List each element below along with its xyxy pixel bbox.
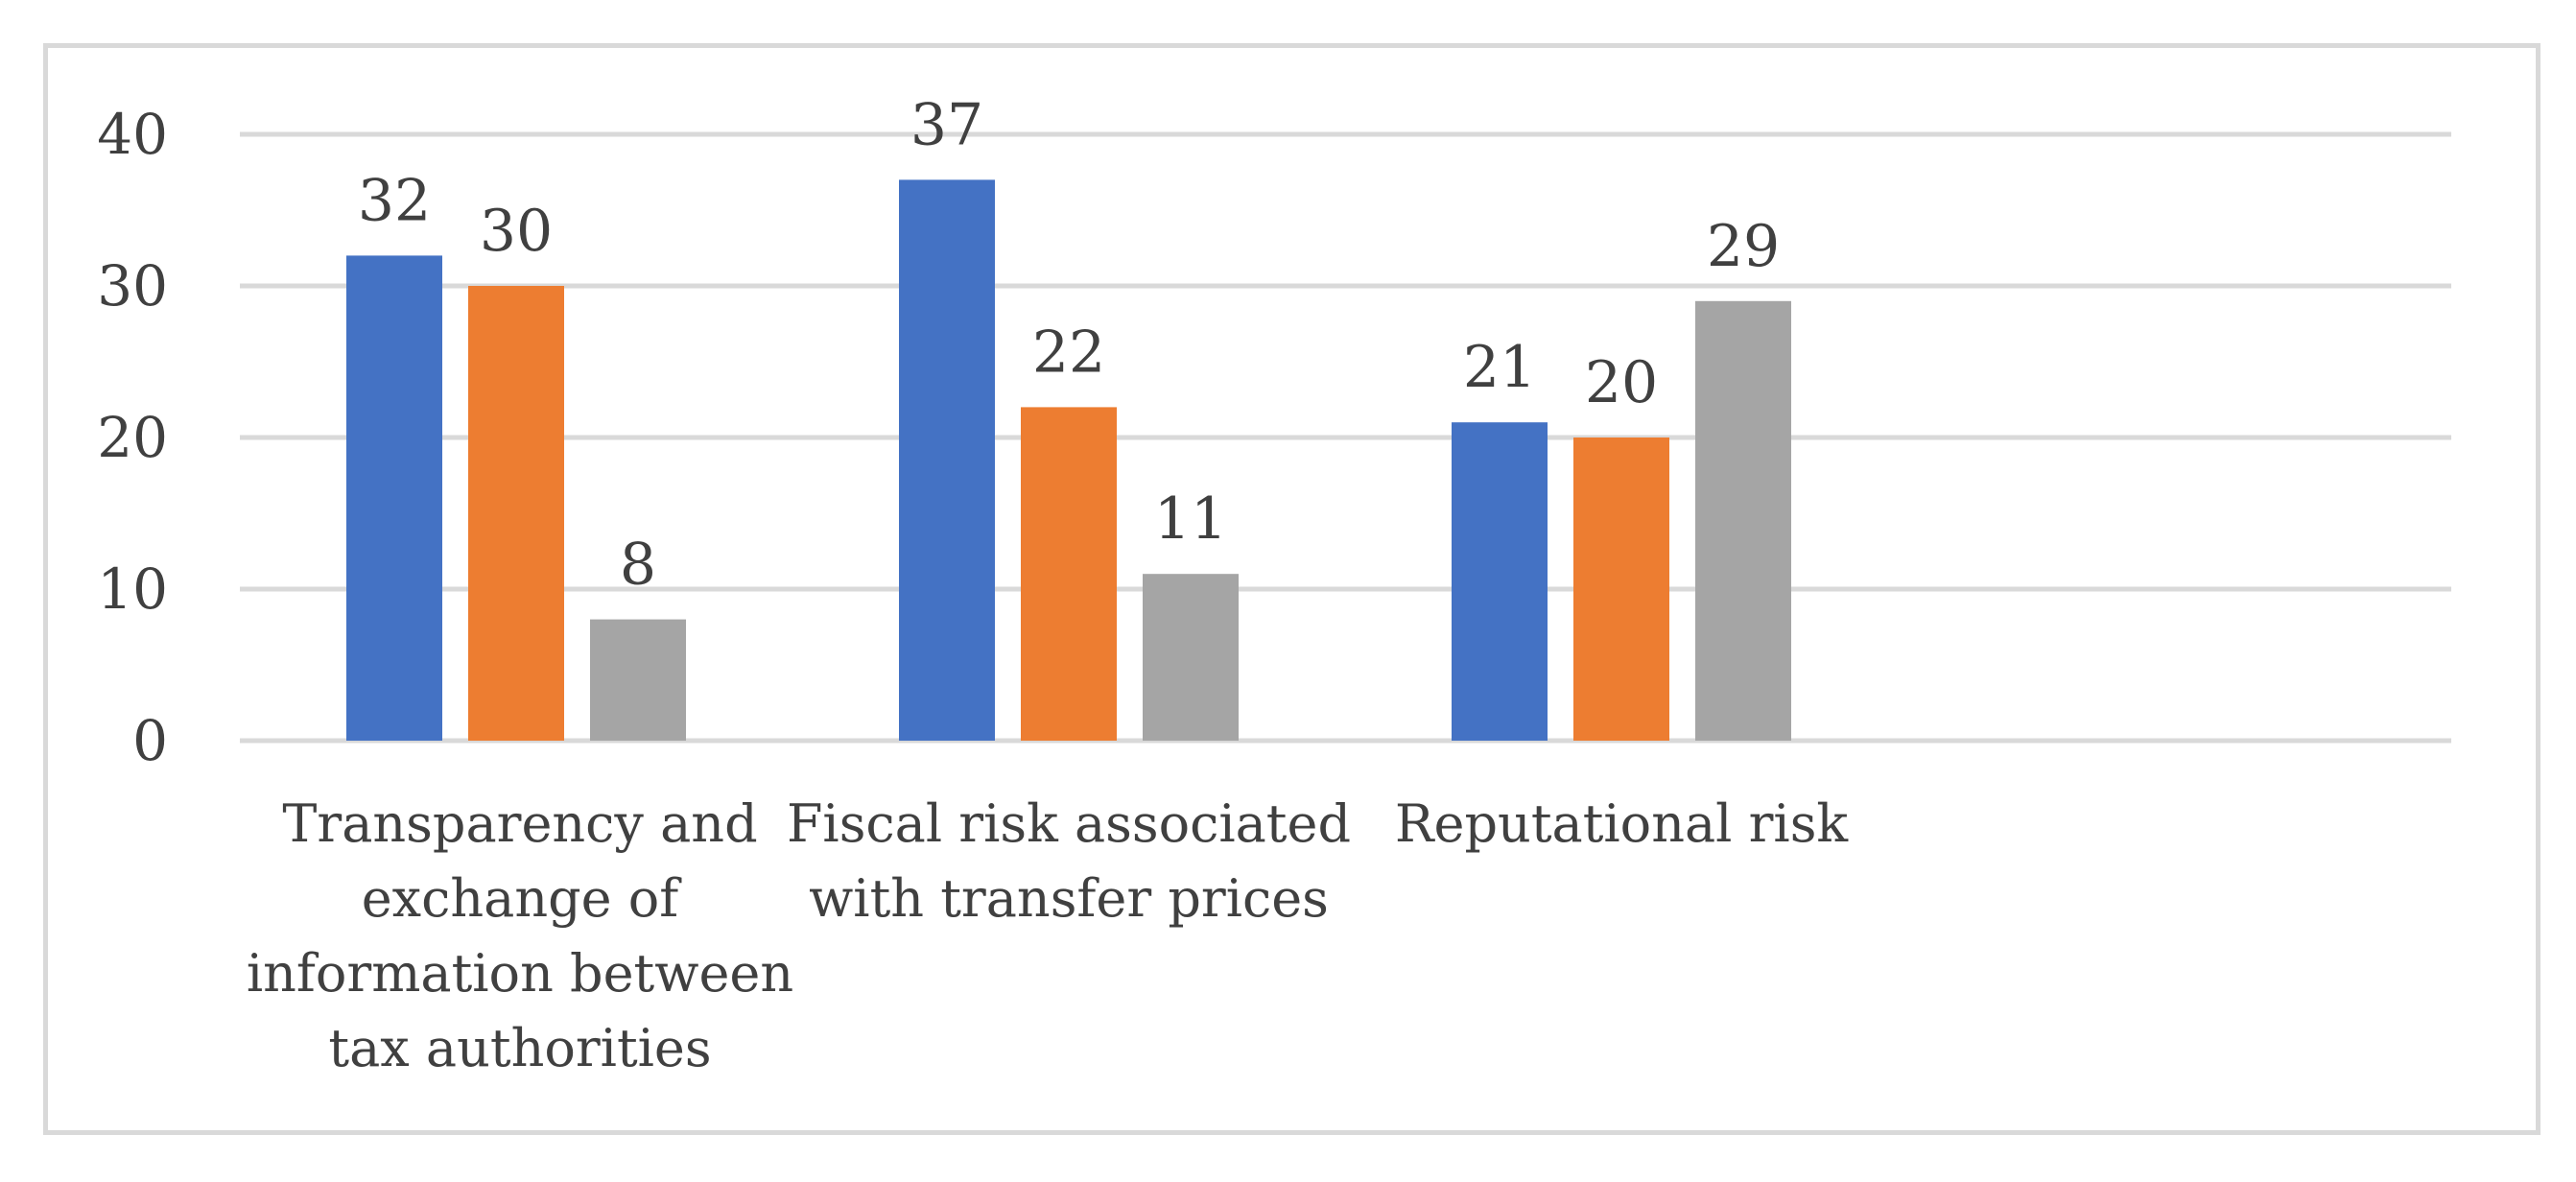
bar-s2-c1 — [468, 286, 564, 741]
data-label-s2-c3: 20 — [1585, 349, 1658, 416]
data-label-s3-c1: 8 — [620, 532, 656, 599]
data-label-s2-c2: 22 — [1032, 319, 1105, 386]
bar-s2-c2 — [1021, 407, 1117, 741]
y-tick-label-20: 20 — [97, 405, 168, 470]
bar-s1-c3 — [1452, 422, 1548, 741]
bar-s3-c3 — [1695, 300, 1791, 741]
y-tick-label-10: 10 — [97, 556, 168, 622]
y-tick-label-0: 0 — [132, 708, 168, 773]
data-labels: 32 37 21 30 22 20 8 11 29 — [358, 91, 1780, 598]
gridlines — [240, 131, 2451, 744]
data-label-s1-c1: 32 — [358, 167, 431, 234]
data-label-s3-c2: 11 — [1154, 485, 1227, 553]
y-tick-label-30: 30 — [97, 253, 168, 319]
bar-s3-c1 — [590, 619, 686, 741]
category-label-2: Fiscal risk associated with transfer pric… — [787, 793, 1351, 929]
y-tick-label-40: 40 — [97, 102, 168, 167]
data-label-s2-c1: 30 — [480, 198, 553, 265]
data-label-s1-c2: 37 — [910, 91, 983, 158]
bar-s2-c3 — [1573, 437, 1669, 741]
category-labels: Transparency and exchange of information b… — [247, 793, 1850, 1078]
data-label-s3-c3: 29 — [1707, 213, 1780, 280]
category-label-1: Transparency and exchange of information b… — [247, 793, 793, 1078]
category-label-3: Reputational risk — [1395, 793, 1850, 854]
bar-s3-c2 — [1143, 574, 1239, 741]
bars — [346, 179, 1791, 741]
data-label-s1-c3: 21 — [1463, 334, 1536, 401]
y-axis-ticks: 0 10 20 30 40 — [97, 102, 168, 773]
bar-s1-c1 — [346, 255, 442, 741]
bar-s1-c2 — [899, 179, 995, 741]
